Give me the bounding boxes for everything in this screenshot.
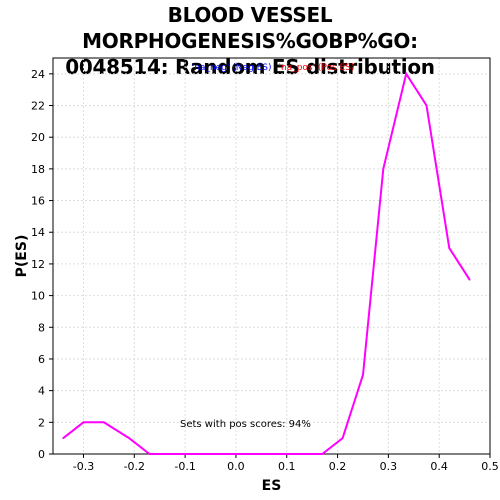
grid <box>53 58 491 455</box>
y-axis-label: P(ES) <box>14 235 30 278</box>
y-tick-label: 12 <box>31 258 45 271</box>
data-point <box>214 453 217 455</box>
data-point <box>275 453 278 455</box>
data-point <box>362 374 364 376</box>
x-tick-label: -0.1 <box>174 460 195 473</box>
y-tick-label: 24 <box>31 68 45 81</box>
annotation-pos-scores: Sets with pos scores: 94% <box>180 419 311 430</box>
x-tick-label: -0.3 <box>73 460 94 473</box>
data-point <box>255 453 258 455</box>
data-point <box>82 421 85 424</box>
legend-entry-neg: 'na_neg' (Neg ES) <box>192 63 272 73</box>
data-point <box>321 453 324 455</box>
x-tick-label: -0.2 <box>124 460 145 473</box>
x-tick-label: 0.4 <box>430 460 448 473</box>
data-point <box>425 104 428 107</box>
y-tick-label: 20 <box>31 131 45 144</box>
y-tick-label: 16 <box>31 195 45 208</box>
data-point <box>382 168 385 170</box>
data-point <box>169 453 171 455</box>
data-point <box>468 278 471 281</box>
x-tick-label: 0.2 <box>329 460 347 473</box>
chart-title-line2: 0048514: Random ES distribution <box>65 55 435 79</box>
data-point <box>148 453 151 455</box>
x-tick-label: 0.3 <box>380 460 398 473</box>
x-tick-label: 0.0 <box>227 460 245 473</box>
y-tick-label: 22 <box>31 100 45 113</box>
series-layer <box>62 71 471 455</box>
data-point <box>296 453 298 455</box>
y-tick-label: 18 <box>31 163 45 176</box>
chart-title-line1: BLOOD VESSEL MORPHOGENESIS%GOBP%GO: <box>82 3 418 53</box>
y-tick-label: 10 <box>31 290 45 303</box>
y-tick-label: 8 <box>38 321 45 334</box>
data-point <box>448 247 451 249</box>
series-line <box>62 71 471 455</box>
chart-title: BLOOD VESSEL MORPHOGENESIS%GOBP%GO: 0048… <box>0 2 500 80</box>
y-tick-label: 4 <box>38 385 45 398</box>
y-tick-label: 6 <box>38 353 45 366</box>
x-tick-label: 0.1 <box>278 460 296 473</box>
axes: -0.3 -0.2 -0.1 0.0 0.1 0.2 0.3 0.4 0.50246810121… <box>31 68 499 473</box>
data-point <box>405 73 407 75</box>
y-tick-label: 14 <box>31 226 45 239</box>
x-axis-label: ES <box>262 478 282 494</box>
plot-frame <box>52 57 491 455</box>
y-tick-label: 0 <box>38 448 45 461</box>
legend-entry-pos: 'na_pos' (Pos ES) <box>279 63 355 73</box>
data-point <box>128 437 131 439</box>
data-point <box>62 437 64 439</box>
y-tick-label: 2 <box>38 416 45 429</box>
data-point <box>103 421 105 424</box>
data-point <box>341 437 344 439</box>
data-point <box>189 453 191 455</box>
x-tick-label: 0.5 <box>481 460 499 473</box>
data-point <box>235 453 237 455</box>
